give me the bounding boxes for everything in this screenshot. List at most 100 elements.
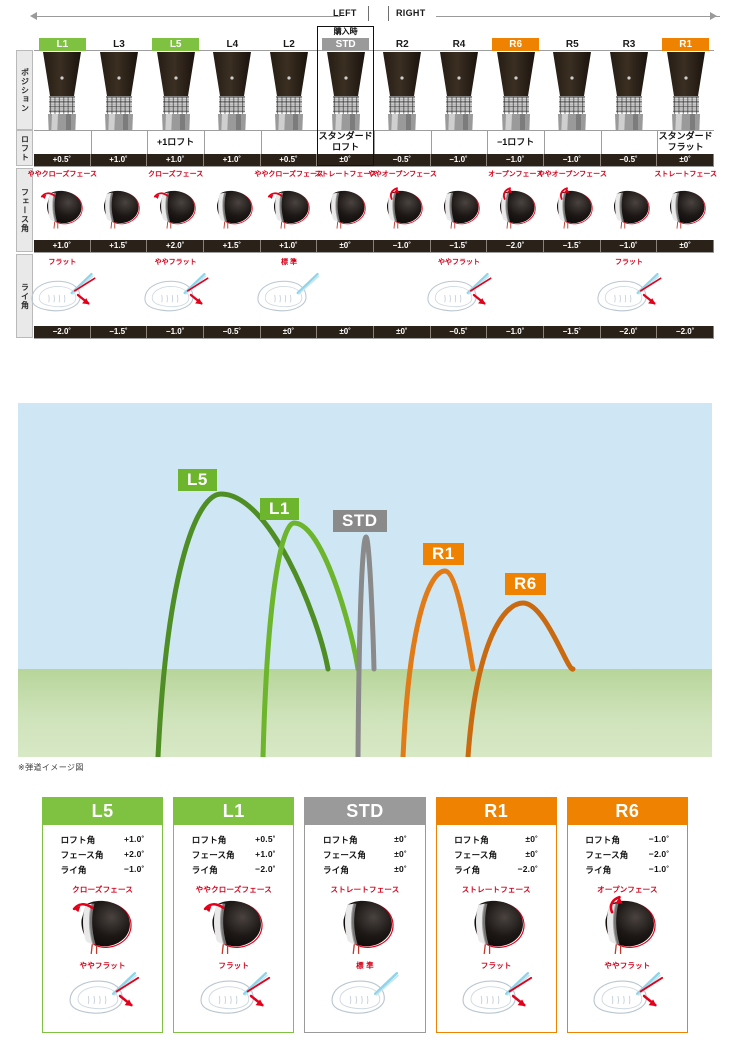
card-lie-caption: フラット	[480, 961, 512, 970]
card-title-r1: R1	[436, 798, 556, 825]
spec-label: ライ角	[454, 865, 481, 875]
position-chip-r2[interactable]: R2	[395, 39, 409, 50]
position-chip-r5[interactable]: R5	[565, 39, 579, 50]
face-angle-illustration-l5	[151, 180, 200, 241]
spec-label: フェース角	[585, 850, 629, 860]
card-lie-illustration-wrap	[581, 971, 673, 1026]
lie-value-l4: −0.5˚	[204, 326, 261, 338]
position-chip-r4[interactable]: R4	[452, 39, 466, 50]
spec-value: +1.0˚	[123, 834, 145, 844]
card-lie-illustration	[305, 971, 424, 1023]
spec-row: フェース角 −2.0˚	[585, 849, 669, 861]
position-chip-r1[interactable]: R1	[662, 38, 709, 51]
hosel-image-std	[317, 52, 374, 130]
ground-background	[18, 669, 712, 757]
position-card-l5[interactable]: L5 ロフト角 +1.0˚ フェース角 +2.0˚ ライ角 −1.0˚ クローズフェース ややフ…	[42, 797, 164, 1033]
spec-label: フェース角	[323, 850, 367, 860]
trajectory-curve-l1	[260, 520, 361, 757]
purchase-default-box	[317, 26, 374, 166]
position-card-list: L5 ロフト角 +1.0˚ フェース角 +2.0˚ ライ角 −1.0˚ クローズフェース ややフ…	[42, 797, 689, 1033]
spec-label: フェース角	[454, 850, 498, 860]
row-label-face-angle-text: フェース角	[20, 187, 30, 233]
hosel-image-l1	[34, 52, 91, 130]
loft-sep-3	[204, 130, 205, 154]
spec-label: フェース角	[60, 850, 104, 860]
position-card-l1[interactable]: L1 ロフト角 +0.5˚ フェース角 +1.0˚ ライ角 −2.0˚ ややクローズフェースフ…	[173, 797, 295, 1033]
lie-angle-illustration-l2	[250, 272, 327, 323]
spec-row: ライ角 −1.0˚	[61, 864, 145, 876]
trajectory-caption: ※弾道イメージ図	[18, 763, 84, 772]
spec-row: フェース角 ±0˚	[454, 849, 538, 861]
position-chip-std[interactable]: STD	[322, 38, 369, 51]
position-chip-r6[interactable]: R6	[492, 38, 539, 51]
card-lie-illustration	[43, 971, 162, 1023]
spec-row: ロフト角 +1.0˚	[61, 834, 145, 846]
face-angle-illustration-l3	[95, 180, 144, 241]
row-label-loft: ロフト	[16, 130, 33, 166]
right-arrow-icon	[710, 12, 717, 20]
card-title-l5: L5	[43, 798, 163, 825]
position-chip-r3[interactable]: R3	[622, 39, 636, 50]
spec-label: ロフト角	[585, 835, 621, 845]
position-chip-l4[interactable]: L4	[226, 39, 239, 50]
card-lie-caption: ややフラット	[604, 961, 651, 970]
loft-sep-1	[90, 130, 92, 154]
spec-label: ライ角	[585, 865, 612, 875]
right-direction-line	[436, 16, 720, 17]
face-value-l5: +2.0˚	[147, 240, 204, 252]
spec-row: フェース角 +2.0˚	[61, 849, 145, 861]
spec-row: ロフト角 −1.0˚	[585, 834, 669, 846]
position-card-r1[interactable]: R1 ロフト角 ±0˚ フェース角 ±0˚ ライ角 −2.0˚ ストレートフェース フラット	[435, 797, 557, 1033]
card-title-l1: L1	[174, 798, 294, 825]
face-angle-illustration-r3	[605, 180, 654, 241]
loft-value-l2: +0.5˚	[260, 154, 318, 166]
face-value-r5: −1.5˚	[544, 240, 601, 252]
face-value-std: ±0˚	[317, 240, 374, 252]
card-lie-illustration-wrap	[57, 971, 149, 1026]
trajectory-label-std: STD	[333, 510, 387, 532]
trajectory-curve-l5	[155, 491, 331, 757]
card-face-caption: ストレートフェース	[330, 885, 400, 894]
trajectory-curve-r6	[465, 600, 576, 757]
spec-value: −2.0˚	[255, 864, 276, 874]
row-label-face-angle: フェース角	[16, 168, 33, 252]
hosel-image-l2	[261, 52, 318, 130]
position-chip-l1[interactable]: L1	[39, 38, 86, 51]
face-value-r1: ±0˚	[657, 240, 714, 252]
position-chip-l5[interactable]: L5	[152, 38, 199, 51]
loft-value-l1: +0.5˚	[34, 154, 91, 166]
trajectory-label-l5: L5	[178, 469, 217, 491]
lie-caption-l1: フラット	[48, 259, 77, 266]
card-spec-list: ロフト角 +1.0˚ フェース角 +2.0˚ ライ角 −1.0˚	[43, 825, 162, 880]
card-spec-list: ロフト角 +0.5˚ フェース角 +1.0˚ ライ角 −2.0˚	[174, 825, 293, 880]
hosel-image-l3	[91, 52, 148, 130]
hosel-image-r2	[374, 52, 431, 130]
position-chip-l2[interactable]: L2	[283, 39, 295, 50]
lie-angle-illustration-l5	[137, 272, 214, 323]
position-card-std[interactable]: STD ロフト角 ±0˚ フェース角 ±0˚ ライ角 ±0˚ ストレートフェース標 準	[304, 797, 426, 1033]
card-face-caption: クローズフェース	[72, 885, 134, 894]
position-card-r6[interactable]: R6 ロフト角 −1.0˚ フェース角 −2.0˚ ライ角 −1.0˚ オープンフェース ややフ…	[566, 797, 689, 1033]
trajectory-label-l1: L1	[260, 498, 299, 520]
loft-value-r4: −1.0˚	[430, 154, 488, 166]
spec-label: ロフト角	[454, 835, 490, 845]
card-face-illustration	[305, 895, 424, 957]
loft-group-label-3: スタンダード フラット	[658, 131, 713, 152]
lie-caption-l5: ややフラット	[154, 259, 197, 266]
loft-sep-6	[374, 130, 375, 154]
position-chip-l3[interactable]: L3	[113, 39, 125, 50]
spec-row: ライ角 −2.0˚	[192, 864, 276, 876]
row-label-position-text: ポジション	[20, 67, 30, 113]
face-caption-l5: クローズフェース	[148, 171, 204, 178]
face-value-l1: +1.0˚	[34, 240, 91, 252]
hosel-image-r6	[487, 52, 544, 130]
spec-label: ライ角	[191, 865, 218, 875]
face-angle-illustration-r4	[435, 180, 484, 241]
lie-value-std: ±0˚	[317, 326, 374, 338]
face-angle-illustration-r1	[661, 180, 710, 241]
trajectory-chart: L5 L1 STD R1 R6	[18, 403, 712, 757]
face-caption-r1: ストレートフェース	[654, 171, 717, 178]
lie-caption-r4: ややフラット	[437, 259, 480, 266]
card-face-illustration-wrap	[591, 895, 663, 960]
face-caption-std: ストレートフェース	[314, 171, 377, 178]
